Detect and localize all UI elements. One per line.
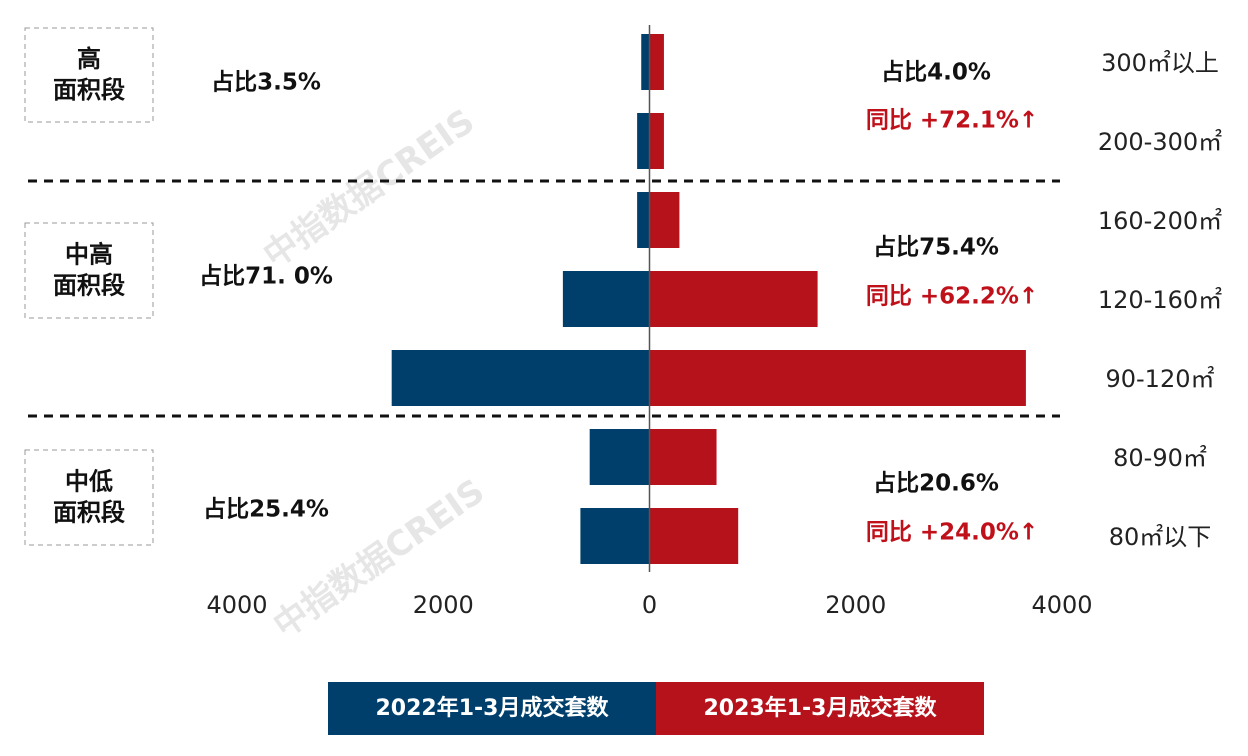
bar	[562, 271, 650, 327]
bar	[649, 508, 739, 564]
group-label: 面积段	[53, 272, 125, 300]
category-label: 160-200㎡	[1098, 207, 1222, 235]
category-label: 300㎡以上	[1101, 49, 1219, 77]
bar	[391, 350, 650, 406]
category-label: 80㎡以下	[1109, 523, 1212, 551]
group-label: 面积段	[53, 76, 125, 104]
bar	[649, 113, 664, 169]
x-tick-label: 2000	[413, 591, 474, 619]
x-tick-label: 2000	[825, 591, 886, 619]
bar	[580, 508, 650, 564]
yoy: 同比 +62.2%↑	[866, 284, 1038, 310]
legend-label: 2022年1-3月成交套数	[376, 695, 610, 721]
bar	[649, 34, 664, 90]
x-tick-label: 0	[642, 591, 657, 619]
bar	[649, 192, 680, 248]
category-label: 200-300㎡	[1098, 128, 1222, 156]
category-label: 80-90㎡	[1113, 444, 1207, 472]
x-tick-label: 4000	[1031, 591, 1092, 619]
group-box	[24, 27, 154, 123]
x-tick-label: 4000	[206, 591, 267, 619]
share-2022: 占比71. 0%	[199, 264, 333, 290]
group-label: 中高	[65, 241, 113, 269]
bar	[649, 429, 717, 485]
share-2023: 占比20.6%	[873, 471, 999, 497]
legend-label: 2023年1-3月成交套数	[704, 695, 938, 721]
group-label: 面积段	[53, 499, 125, 527]
group-label: 中低	[65, 468, 113, 496]
group-label: 高	[77, 45, 101, 73]
bar	[589, 429, 650, 485]
bar	[637, 192, 650, 248]
group-box	[24, 449, 154, 546]
share-2023: 占比4.0%	[881, 60, 991, 86]
yoy: 同比 +24.0%↑	[866, 520, 1038, 546]
category-label: 90-120㎡	[1105, 365, 1214, 393]
legend-swatch	[656, 682, 984, 735]
watermark: 中指数据CREIS	[256, 101, 482, 276]
category-label: 120-160㎡	[1098, 286, 1222, 314]
bar	[649, 271, 818, 327]
share-2022: 占比25.4%	[203, 497, 329, 523]
share-2023: 占比75.4%	[873, 235, 999, 261]
group-box	[24, 222, 154, 319]
bar	[641, 34, 650, 90]
yoy: 同比 +72.1%↑	[866, 108, 1038, 134]
bar	[637, 113, 650, 169]
share-2022: 占比3.5%	[211, 70, 321, 96]
legend-swatch	[328, 682, 656, 735]
bar	[649, 350, 1026, 406]
